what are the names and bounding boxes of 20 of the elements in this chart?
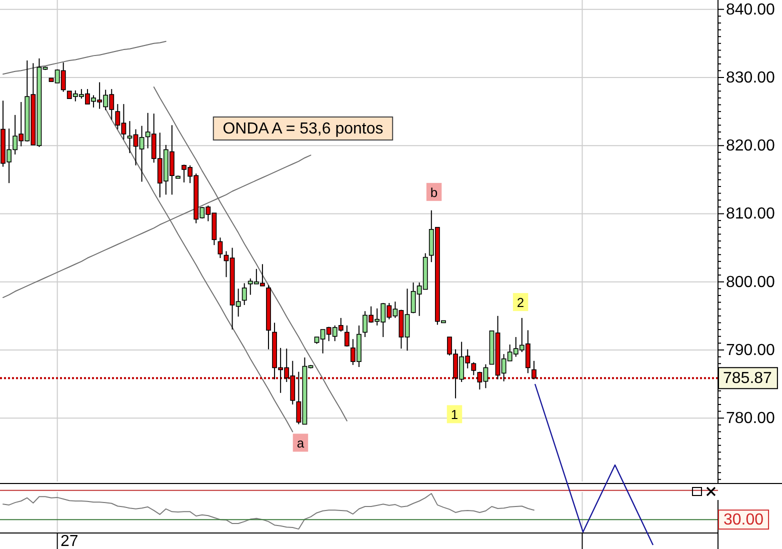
ref-line-label: 785.87	[723, 370, 772, 387]
y-tick-label: 790.00	[726, 341, 776, 358]
y-tick-label: 830.00	[726, 68, 776, 86]
candlestick	[218, 237, 223, 259]
text: 30.00	[724, 511, 764, 528]
annotation: 27	[60, 532, 78, 549]
annotation: ONDA A = 53,6 pontos	[222, 120, 384, 137]
y-tick-label: 840.00	[726, 0, 776, 18]
y-tick-label: 820.00	[726, 137, 776, 154]
candlestick	[242, 282, 247, 306]
annotation: 1	[450, 406, 458, 422]
annotation: a	[296, 435, 305, 450]
annotation: 2	[516, 294, 524, 310]
y-tick-label: 800.00	[726, 273, 776, 290]
candlestick	[344, 324, 350, 348]
line-series	[2, 40, 166, 75]
y-tick-label: 810.00	[726, 205, 776, 222]
candlestick	[532, 360, 536, 380]
annotation: b	[430, 184, 438, 200]
y-tick-label: 780.00	[726, 410, 776, 427]
